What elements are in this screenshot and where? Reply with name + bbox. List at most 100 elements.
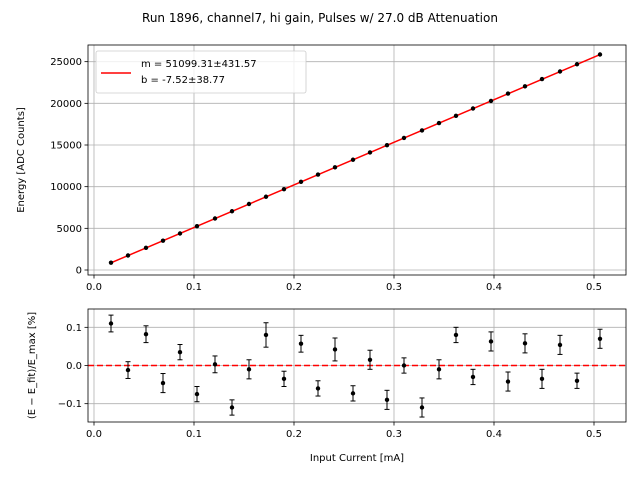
residual-point bbox=[522, 333, 528, 354]
residual-marker bbox=[453, 332, 459, 338]
energy-data-point bbox=[453, 113, 459, 119]
energy-data-point bbox=[229, 209, 235, 214]
residual-point bbox=[384, 389, 390, 410]
top-y-tick-label: 25000 bbox=[50, 57, 82, 68]
residual-marker bbox=[194, 391, 200, 397]
energy-data-point bbox=[177, 231, 183, 236]
residual-marker bbox=[143, 331, 149, 337]
residual-point bbox=[246, 359, 252, 380]
figure-title: Run 1896, channel7, hi gain, Pulses w/ 2… bbox=[142, 11, 498, 25]
energy-data-point bbox=[298, 179, 304, 185]
bottom-y-ticks: −0.1 0.0 0.1 bbox=[58, 323, 88, 410]
bottom-residual-points bbox=[108, 314, 603, 418]
residual-point bbox=[315, 380, 321, 397]
residual-point bbox=[108, 314, 114, 333]
residual-point bbox=[350, 385, 356, 402]
energy-data-point bbox=[281, 186, 287, 192]
residual-marker bbox=[401, 363, 407, 368]
residual-marker bbox=[470, 374, 476, 380]
bottom-x-tick-label: 0.3 bbox=[386, 429, 402, 440]
top-x-tick-label: 0.5 bbox=[586, 282, 602, 293]
residual-marker bbox=[281, 376, 287, 382]
residual-point bbox=[194, 385, 200, 403]
top-x-tick-label: 0.1 bbox=[186, 282, 202, 293]
residual-marker bbox=[315, 386, 321, 391]
residual-marker bbox=[505, 379, 511, 384]
residual-point bbox=[453, 326, 459, 344]
top-y-axis-label: Energy [ADC Counts] bbox=[16, 107, 27, 213]
energy-data-point bbox=[574, 62, 580, 67]
residual-point bbox=[470, 368, 476, 386]
residual-point bbox=[597, 328, 603, 349]
top-y-ticks: 0 5000 10000 15000 20000 25000 bbox=[50, 57, 88, 277]
bottom-y-tick-label: 0.1 bbox=[66, 323, 82, 334]
energy-data-point bbox=[160, 238, 166, 243]
energy-data-point bbox=[505, 91, 511, 96]
residual-marker bbox=[125, 367, 131, 373]
energy-data-point bbox=[125, 253, 131, 258]
bottom-x-axis-label: Input Current [mA] bbox=[310, 453, 404, 464]
bottom-x-ticks: 0.0 0.1 0.2 0.3 0.4 0.5 bbox=[86, 422, 602, 440]
residual-point bbox=[557, 334, 563, 355]
top-x-tick-label: 0.2 bbox=[286, 282, 302, 293]
bottom-x-tick-label: 0.2 bbox=[286, 429, 302, 440]
energy-data-point bbox=[557, 69, 563, 74]
top-x-tick-label: 0.0 bbox=[86, 282, 102, 293]
residual-point bbox=[574, 372, 580, 389]
residual-marker bbox=[488, 339, 494, 344]
energy-data-point bbox=[263, 194, 269, 199]
energy-data-point bbox=[384, 142, 390, 148]
energy-data-point bbox=[401, 135, 407, 141]
residual-point bbox=[229, 399, 235, 416]
residual-point bbox=[505, 371, 511, 392]
energy-data-point bbox=[488, 98, 494, 104]
energy-data-point bbox=[419, 128, 425, 133]
energy-data-point bbox=[194, 223, 200, 229]
residual-marker bbox=[246, 367, 252, 372]
residual-point bbox=[143, 325, 149, 344]
residual-point bbox=[332, 337, 338, 362]
residual-point bbox=[419, 397, 425, 418]
bottom-x-tick-label: 0.4 bbox=[486, 429, 502, 440]
residual-marker bbox=[367, 357, 373, 362]
bottom-y-axis-label: (E − E_fit)/E_max [%] bbox=[27, 312, 38, 419]
residual-point bbox=[488, 331, 494, 352]
top-y-tick-label: 15000 bbox=[50, 141, 82, 152]
top-data-points bbox=[108, 52, 603, 265]
bottom-grid bbox=[88, 309, 626, 422]
top-legend: m = 51099.31±431.57 b = -7.52±38.77 bbox=[95, 50, 307, 94]
residual-point bbox=[401, 357, 407, 374]
energy-data-point bbox=[539, 76, 545, 82]
residual-marker bbox=[108, 321, 114, 326]
residual-point bbox=[436, 359, 442, 380]
residual-point bbox=[263, 322, 269, 348]
energy-data-point bbox=[246, 201, 252, 207]
residual-marker bbox=[597, 336, 603, 341]
residual-point bbox=[212, 355, 218, 374]
residual-point bbox=[160, 373, 166, 394]
top-y-tick-label: 10000 bbox=[50, 182, 82, 193]
residual-point bbox=[177, 344, 183, 361]
energy-data-point bbox=[108, 260, 114, 265]
residual-marker bbox=[557, 342, 563, 348]
residual-marker bbox=[212, 362, 218, 367]
top-y-tick-label: 20000 bbox=[50, 99, 82, 110]
residual-marker bbox=[298, 341, 304, 346]
legend-box bbox=[95, 50, 307, 94]
top-fit-line-layer bbox=[110, 53, 601, 264]
bottom-plot-frame bbox=[87, 308, 627, 423]
energy-data-point bbox=[332, 165, 338, 170]
residual-marker bbox=[522, 341, 528, 346]
residual-marker bbox=[436, 367, 442, 372]
residual-point bbox=[125, 361, 131, 379]
energy-data-point bbox=[522, 84, 528, 89]
residual-marker bbox=[539, 376, 545, 382]
legend-entry-intercept: b = -7.52±38.77 bbox=[141, 75, 225, 86]
bottom-x-tick-label: 0.1 bbox=[186, 429, 202, 440]
residual-marker bbox=[332, 347, 338, 352]
top-plot-frame bbox=[87, 44, 627, 276]
top-y-tick-label: 5000 bbox=[57, 224, 82, 235]
legend-entry-slope: m = 51099.31±431.57 bbox=[141, 59, 257, 70]
bottom-x-tick-label: 0.0 bbox=[86, 429, 102, 440]
